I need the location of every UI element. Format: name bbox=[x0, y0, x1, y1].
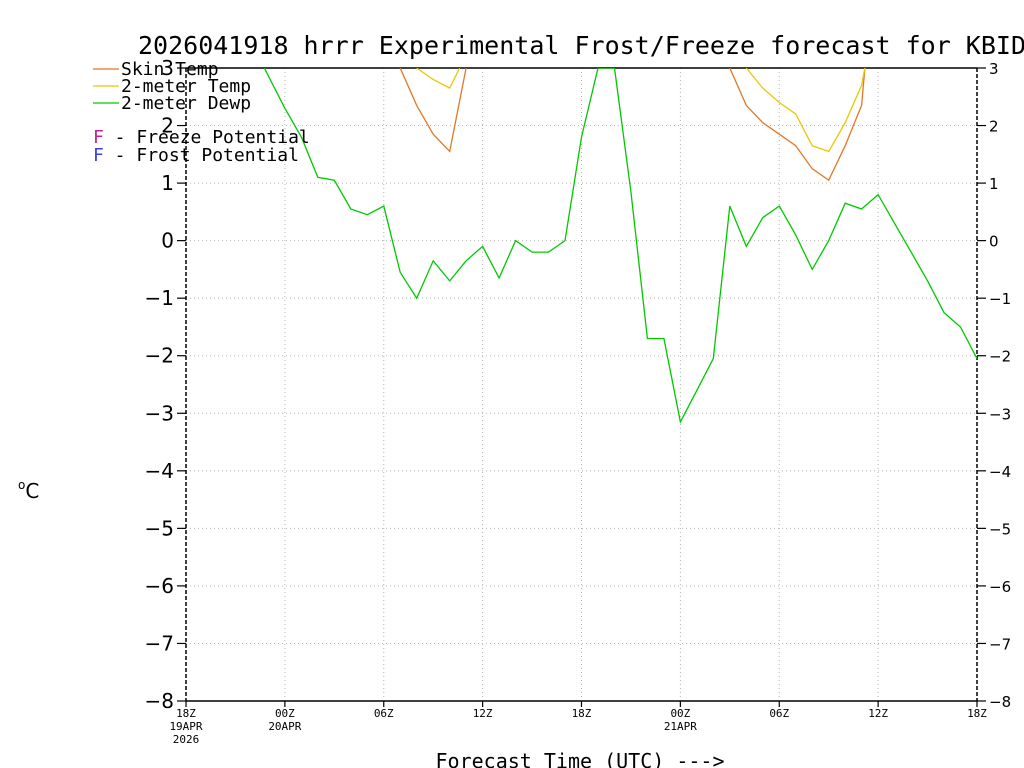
legend-entry: Skin Temp bbox=[121, 59, 219, 80]
y-tick-label-left: 2 bbox=[161, 114, 174, 138]
y-tick-label-right: −1 bbox=[989, 290, 1011, 308]
x-axis-label: Forecast Time (UTC) ---> bbox=[436, 749, 725, 768]
series-line bbox=[729, 68, 866, 182]
y-tick-label-left: −8 bbox=[145, 689, 174, 713]
y-tick-label-left: −6 bbox=[145, 574, 174, 598]
y-tick-label-left: −1 bbox=[145, 286, 174, 310]
y-tick-label-right: −5 bbox=[989, 520, 1011, 538]
y-tick-label-left: 0 bbox=[161, 229, 174, 253]
potential-legend-label: - Frost Potential bbox=[104, 145, 299, 166]
y-tick-label-right: −6 bbox=[989, 578, 1011, 596]
x-tick-date: 21APR bbox=[664, 720, 697, 733]
y-tick-label-left: −7 bbox=[145, 631, 174, 655]
x-tick-label: 12Z bbox=[868, 707, 888, 720]
y-tick-label-left: −5 bbox=[145, 516, 174, 540]
potential-legend-entry: F - Freeze Potential bbox=[93, 127, 310, 148]
legend-entry: 2-meter Dewp bbox=[121, 93, 251, 114]
y-axis-label-unit: C bbox=[25, 479, 39, 503]
y-tick-label-right: −7 bbox=[989, 635, 1011, 653]
series-layer bbox=[263, 68, 977, 424]
y-tick-label-left: −3 bbox=[145, 401, 174, 425]
series-line bbox=[399, 68, 467, 153]
potential-legend-label: - Freeze Potential bbox=[104, 127, 310, 148]
potential-legend-letter: F bbox=[93, 145, 104, 166]
potential-legend-entry: F - Frost Potential bbox=[93, 145, 299, 166]
y-tick-label-right: 0 bbox=[989, 233, 999, 251]
x-tick-label: 18Z bbox=[967, 707, 987, 720]
y-tick-label-right: −4 bbox=[989, 463, 1011, 481]
y-tick-label-left: 1 bbox=[161, 171, 174, 195]
y-tick-label-right: −2 bbox=[989, 348, 1011, 366]
y-tick-label-right: −8 bbox=[989, 693, 1011, 711]
x-tick-label: 00Z bbox=[670, 707, 690, 720]
y-tick-label-right: 3 bbox=[989, 60, 999, 78]
y-tick-label-left: 3 bbox=[161, 56, 174, 80]
y-tick-label-right: −3 bbox=[989, 405, 1011, 423]
x-tick-year: 2026 bbox=[173, 733, 200, 746]
x-tick-date: 20APR bbox=[268, 720, 301, 733]
series-line bbox=[263, 68, 977, 424]
y-axis-label-degree: o bbox=[18, 478, 25, 492]
x-tick-label: 00Z bbox=[275, 707, 295, 720]
legend-entry: 2-meter Temp bbox=[121, 76, 251, 97]
x-tick-label: 18Z bbox=[176, 707, 196, 720]
series-2-meter-dewp bbox=[263, 68, 977, 424]
y-tick-label-left: −2 bbox=[145, 344, 174, 368]
y-tick-label-right: 2 bbox=[989, 118, 999, 136]
axes: −8 −8 −7 −7 −6 −6 −5 −5 −4 −4 −3 −3 −2 −2 −1 −1 0 0 1 1 2 2 3 3… bbox=[145, 56, 1012, 746]
x-tick-label: 06Z bbox=[769, 707, 789, 720]
x-tick-label: 12Z bbox=[473, 707, 493, 720]
chart-title: 2026041918 hrrr Experimental Frost/Freez… bbox=[138, 31, 1024, 60]
x-tick-label: 18Z bbox=[572, 707, 592, 720]
y-axis-label: oC bbox=[18, 478, 39, 503]
x-tick-label: 06Z bbox=[374, 707, 394, 720]
grid-lines bbox=[186, 68, 977, 701]
potential-legend-letter: F bbox=[93, 127, 104, 148]
series-line bbox=[745, 68, 866, 153]
y-tick-label-left: −4 bbox=[145, 459, 174, 483]
series-2-meter-temp bbox=[416, 68, 866, 153]
x-tick-date: 19APR bbox=[169, 720, 202, 733]
y-tick-label-right: 1 bbox=[989, 175, 999, 193]
series-line bbox=[416, 68, 461, 89]
series-skin-temp bbox=[399, 68, 866, 182]
